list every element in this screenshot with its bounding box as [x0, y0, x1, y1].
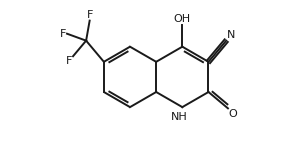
Text: OH: OH — [174, 14, 191, 24]
Text: F: F — [60, 29, 66, 39]
Text: O: O — [229, 109, 237, 119]
Text: F: F — [86, 10, 93, 20]
Text: F: F — [66, 56, 72, 66]
Text: NH: NH — [171, 112, 188, 122]
Text: N: N — [227, 30, 235, 40]
